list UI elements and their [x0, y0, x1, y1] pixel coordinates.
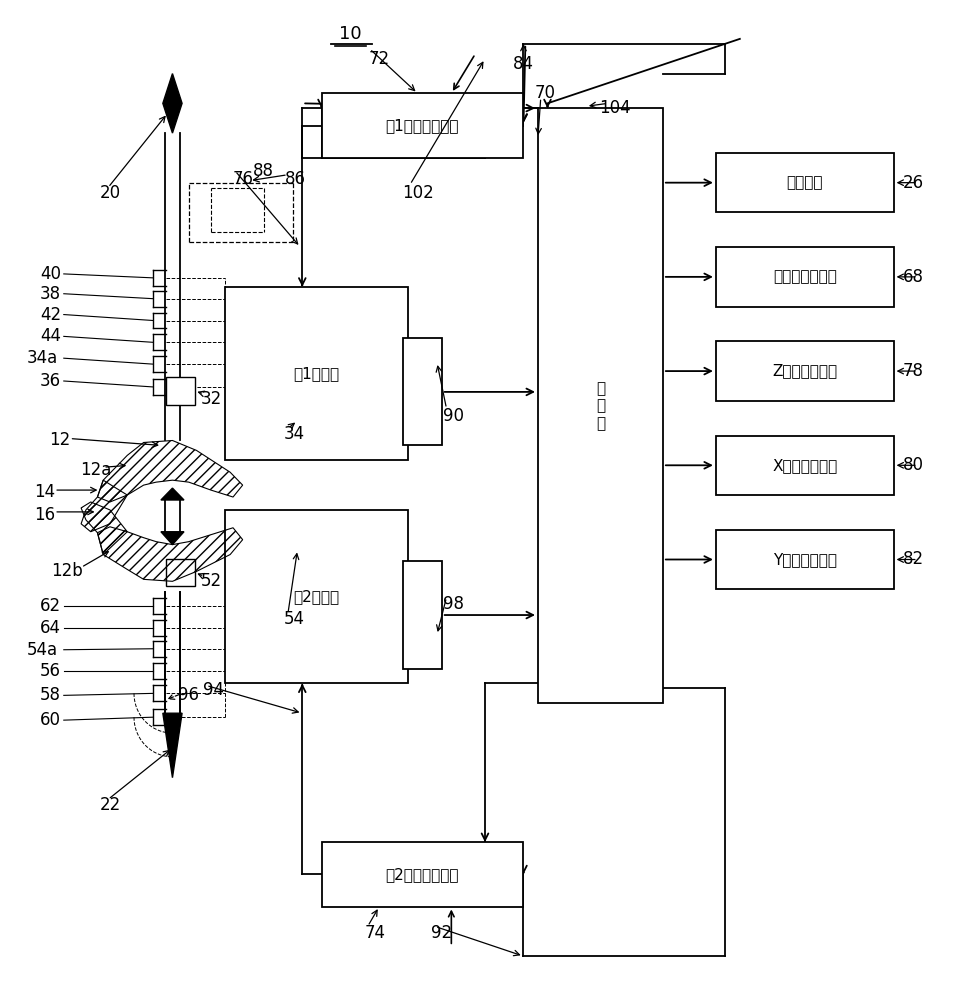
- Text: 10: 10: [339, 25, 361, 43]
- Text: X方向驱动手段: X方向驱动手段: [771, 458, 836, 473]
- Text: 40: 40: [40, 265, 61, 283]
- FancyBboxPatch shape: [715, 341, 892, 401]
- Text: 旋转台驱动手段: 旋转台驱动手段: [772, 269, 836, 284]
- Text: 76: 76: [232, 170, 253, 188]
- Text: Y方向驱动手段: Y方向驱动手段: [772, 552, 836, 567]
- Text: 86: 86: [285, 170, 306, 188]
- Text: 80: 80: [901, 456, 922, 474]
- Text: 52: 52: [201, 572, 221, 590]
- Text: 92: 92: [430, 924, 452, 942]
- Text: 34a: 34a: [27, 349, 58, 367]
- Text: 56: 56: [40, 662, 61, 680]
- Text: 20: 20: [99, 184, 120, 202]
- FancyBboxPatch shape: [715, 153, 892, 212]
- Text: 94: 94: [203, 681, 224, 699]
- Text: 12a: 12a: [79, 461, 111, 479]
- Text: 96: 96: [178, 686, 199, 704]
- Text: 64: 64: [40, 619, 61, 637]
- Polygon shape: [163, 713, 182, 778]
- Text: 36: 36: [40, 372, 61, 390]
- Text: 42: 42: [40, 306, 61, 324]
- Text: 工件夹盘: 工件夹盘: [786, 175, 822, 190]
- Text: 70: 70: [535, 84, 555, 102]
- Text: 16: 16: [34, 506, 55, 524]
- Text: 102: 102: [401, 184, 433, 202]
- FancyBboxPatch shape: [166, 377, 195, 405]
- Text: 控
制
部: 控 制 部: [595, 381, 605, 431]
- Text: 60: 60: [40, 711, 61, 729]
- FancyBboxPatch shape: [225, 287, 408, 460]
- Text: 34: 34: [284, 425, 305, 443]
- FancyBboxPatch shape: [715, 436, 892, 495]
- FancyBboxPatch shape: [225, 510, 408, 683]
- Text: 82: 82: [901, 550, 922, 568]
- FancyBboxPatch shape: [166, 559, 195, 586]
- Text: 88: 88: [253, 162, 274, 180]
- Text: 54: 54: [284, 610, 305, 628]
- Text: 62: 62: [40, 597, 61, 615]
- Text: 第2电动机: 第2电动机: [294, 589, 339, 604]
- Text: 104: 104: [599, 99, 630, 117]
- FancyBboxPatch shape: [715, 247, 892, 307]
- FancyBboxPatch shape: [538, 108, 662, 703]
- Text: 38: 38: [40, 285, 61, 303]
- Text: 第2电动机驱动器: 第2电动机驱动器: [386, 867, 458, 882]
- Text: Z方向驱动手段: Z方向驱动手段: [771, 364, 836, 379]
- Polygon shape: [161, 532, 184, 545]
- Text: 58: 58: [40, 686, 61, 704]
- Text: 68: 68: [901, 268, 922, 286]
- Text: 32: 32: [200, 390, 221, 408]
- Text: 12b: 12b: [50, 562, 82, 580]
- Text: 84: 84: [513, 55, 533, 73]
- Text: 14: 14: [34, 483, 55, 501]
- Text: 54a: 54a: [27, 641, 58, 659]
- FancyBboxPatch shape: [321, 842, 523, 907]
- Text: 第1电动机: 第1电动机: [294, 366, 339, 381]
- Polygon shape: [163, 74, 182, 133]
- FancyBboxPatch shape: [403, 561, 441, 669]
- Text: 90: 90: [442, 407, 463, 425]
- Text: 44: 44: [40, 327, 61, 345]
- Text: 26: 26: [901, 174, 922, 192]
- Text: 78: 78: [901, 362, 922, 380]
- Text: 第1电动机驱动器: 第1电动机驱动器: [386, 118, 458, 133]
- FancyBboxPatch shape: [403, 338, 441, 445]
- Text: 98: 98: [442, 595, 463, 613]
- Polygon shape: [161, 488, 184, 500]
- FancyBboxPatch shape: [321, 93, 523, 158]
- FancyBboxPatch shape: [715, 530, 892, 589]
- Text: 22: 22: [99, 796, 120, 814]
- Text: 72: 72: [368, 50, 390, 68]
- Text: 74: 74: [364, 924, 386, 942]
- Text: 12: 12: [49, 431, 71, 449]
